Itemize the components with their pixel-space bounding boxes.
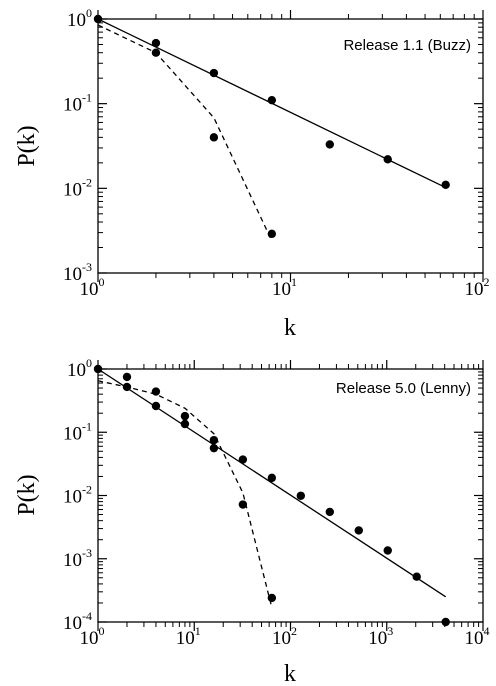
ticks	[97, 10, 484, 282]
x-tick-label: 101	[272, 275, 297, 300]
y-axis-label: P(k)	[14, 474, 40, 515]
data-point	[441, 180, 450, 190]
data-point	[441, 617, 450, 627]
panel-title: Release 1.1 (Buzz)	[343, 37, 471, 54]
y-axis-label: P(k)	[14, 125, 40, 166]
data-point	[151, 387, 161, 396]
data-point	[180, 419, 190, 429]
x-tick-label: 100	[80, 624, 105, 649]
data-point	[383, 155, 392, 164]
panel-title: Release 5.0 (Lenny)	[336, 380, 471, 397]
data-point	[122, 382, 132, 392]
x-axis-label: k	[284, 315, 296, 341]
solid-fit-line	[97, 368, 447, 598]
x-tick-label: 100	[80, 275, 105, 300]
data-point	[122, 372, 132, 382]
plot-frame	[97, 18, 484, 274]
data-point	[325, 507, 334, 517]
data-point	[383, 546, 392, 555]
x-tick-label: 101	[176, 624, 201, 649]
y-tick-label: 10-4	[63, 609, 92, 634]
x-axis-label: k	[284, 661, 296, 686]
data-point	[151, 401, 161, 411]
series-lines	[97, 368, 447, 608]
data-point	[238, 500, 248, 509]
data-point	[209, 68, 219, 78]
panel-buzz: 100 101 102 10-3 10-2 10-1 100 Release 1.1 (Bu…	[14, 6, 490, 341]
y-tick-label: 10-3	[63, 260, 92, 285]
ticks	[97, 360, 484, 631]
panel-lenny: 100 101 102 103 104 10-4 10-3 10-2 10-1 100 Relea…	[14, 356, 490, 686]
data-point	[209, 133, 219, 142]
y-tick-label: 10-3	[63, 546, 92, 571]
x-tick-label: 102	[465, 275, 490, 300]
y-tick-label: 10-1	[63, 91, 92, 116]
data-point	[296, 491, 306, 500]
data-point	[267, 229, 277, 239]
data-point	[209, 435, 219, 445]
data-point	[267, 593, 277, 603]
data-point	[238, 455, 248, 464]
data-point	[412, 572, 421, 581]
data-point	[267, 95, 277, 105]
y-tick-label: 100	[67, 356, 92, 381]
data-point	[267, 473, 277, 483]
data-point	[93, 364, 103, 374]
series-markers	[93, 14, 450, 239]
y-tick-label: 10-2	[63, 175, 92, 200]
dashed-fit-line	[97, 24, 273, 242]
x-tick-label: 102	[272, 624, 297, 649]
data-point	[325, 140, 334, 149]
data-point	[180, 411, 190, 421]
y-tick-label: 10-1	[63, 419, 92, 444]
data-point	[354, 526, 363, 535]
data-point	[209, 443, 219, 453]
y-tick-label: 100	[67, 6, 92, 31]
data-point	[151, 38, 161, 48]
data-point	[93, 14, 103, 24]
y-tick-label: 10-2	[63, 483, 92, 508]
tick-labels: 100 101 102 103 104 10-4 10-3 10-2 10-1 100	[63, 356, 490, 649]
x-tick-label: 104	[465, 624, 490, 649]
x-tick-label: 103	[368, 624, 393, 649]
data-point	[151, 48, 161, 57]
tick-labels: 100 101 102 10-3 10-2 10-1 100	[63, 6, 490, 300]
series-markers	[93, 364, 450, 627]
